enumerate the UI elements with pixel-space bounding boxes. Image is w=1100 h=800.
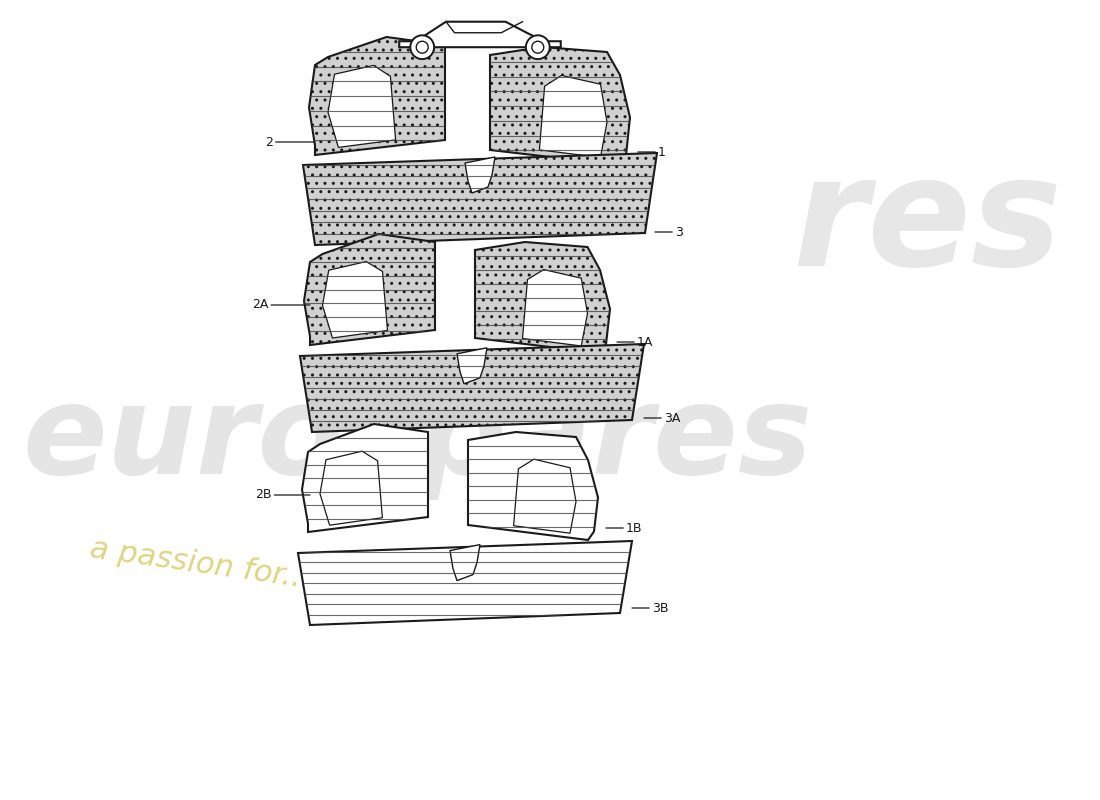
Polygon shape bbox=[465, 157, 495, 193]
Polygon shape bbox=[320, 451, 383, 525]
Polygon shape bbox=[456, 348, 487, 384]
Polygon shape bbox=[399, 22, 561, 47]
Text: 3A: 3A bbox=[644, 411, 681, 425]
Text: res: res bbox=[792, 150, 1062, 298]
Polygon shape bbox=[522, 270, 587, 346]
Circle shape bbox=[416, 42, 428, 53]
Polygon shape bbox=[298, 541, 632, 625]
Text: 1A: 1A bbox=[617, 335, 653, 349]
Polygon shape bbox=[514, 459, 576, 533]
Text: eurospares: eurospares bbox=[22, 379, 812, 501]
Text: 1: 1 bbox=[638, 146, 666, 158]
Circle shape bbox=[526, 35, 550, 59]
Polygon shape bbox=[322, 262, 387, 338]
Polygon shape bbox=[302, 153, 657, 245]
Text: 2: 2 bbox=[265, 135, 315, 149]
Polygon shape bbox=[450, 545, 480, 581]
Polygon shape bbox=[475, 242, 610, 353]
Polygon shape bbox=[468, 432, 598, 540]
Polygon shape bbox=[304, 234, 434, 345]
Circle shape bbox=[410, 35, 435, 59]
Circle shape bbox=[531, 42, 543, 53]
Polygon shape bbox=[309, 37, 446, 155]
Polygon shape bbox=[302, 424, 428, 532]
Polygon shape bbox=[328, 66, 396, 147]
Text: 2B: 2B bbox=[255, 489, 310, 502]
Polygon shape bbox=[300, 344, 644, 432]
Text: 1B: 1B bbox=[606, 522, 642, 534]
Text: a passion for... since 1985: a passion for... since 1985 bbox=[88, 534, 487, 618]
Text: 2A: 2A bbox=[252, 298, 310, 311]
Polygon shape bbox=[490, 47, 630, 165]
Text: 3: 3 bbox=[654, 226, 683, 238]
Polygon shape bbox=[539, 75, 607, 158]
Text: 3B: 3B bbox=[632, 602, 669, 614]
